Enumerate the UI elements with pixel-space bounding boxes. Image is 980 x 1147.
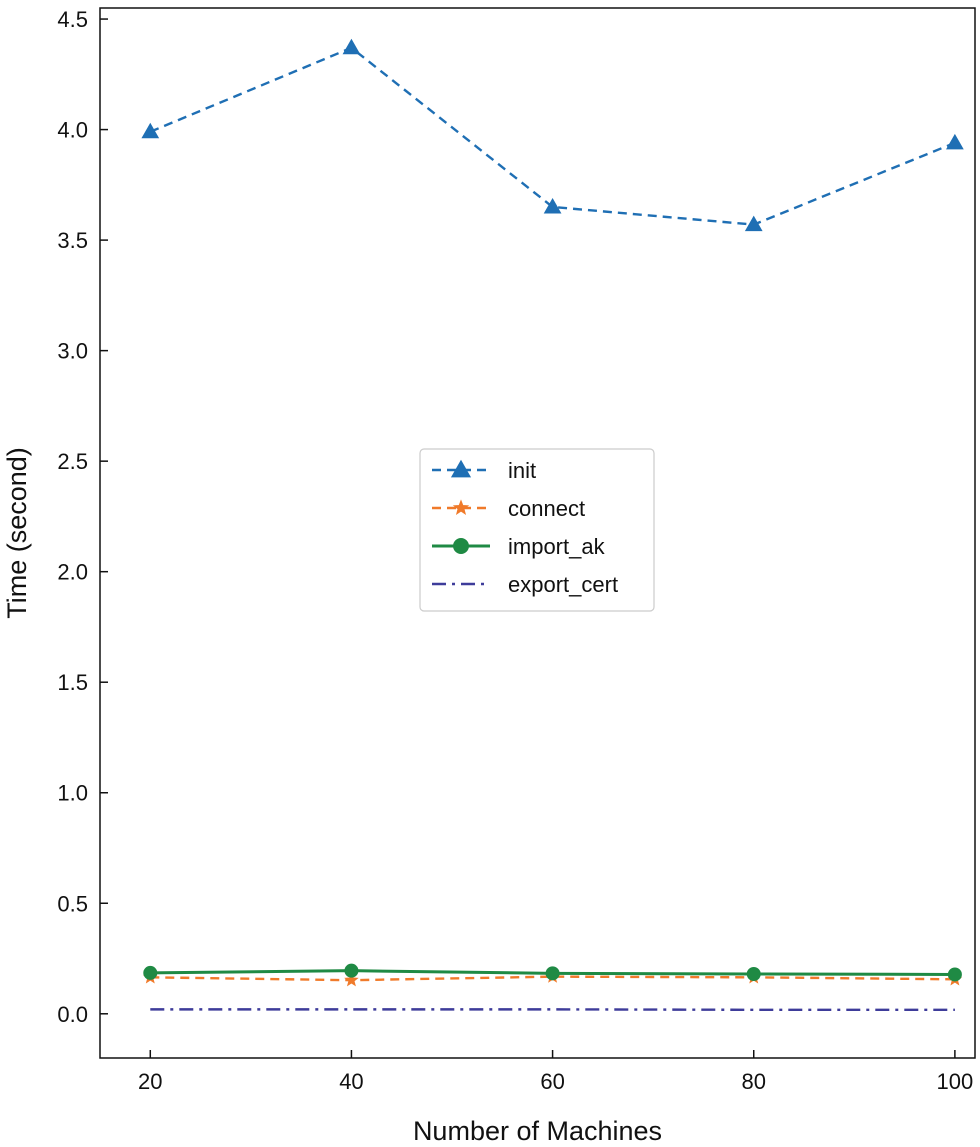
- y-tick-label: 1.0: [57, 781, 88, 806]
- legend-item-init: init: [432, 458, 536, 483]
- circle-marker: [344, 963, 359, 978]
- y-tick-label: 0.0: [57, 1002, 88, 1027]
- triangle-marker: [141, 122, 160, 139]
- triangle-marker: [946, 133, 964, 150]
- y-tick-label: 0.5: [57, 891, 88, 916]
- x-tick-label: 100: [937, 1069, 974, 1094]
- plot-frame: [99, 7, 976, 1059]
- y-axis-ticks: 0.0 0.5 1.0 1.5 2.0 2.5 3.0 3.5 4.0 4.5: [57, 7, 108, 1027]
- circle-marker: [947, 967, 962, 982]
- y-tick-label: 2.0: [57, 560, 88, 585]
- series-init: [141, 38, 964, 232]
- legend-items: init connect import_ak export_cert: [432, 458, 618, 597]
- triangle-marker: [543, 197, 562, 214]
- x-tick-label: 60: [540, 1069, 564, 1094]
- y-tick-label: 2.5: [57, 449, 88, 474]
- x-tick-label: 20: [138, 1069, 162, 1094]
- circle-marker: [746, 967, 761, 981]
- legend-label: init: [508, 458, 536, 483]
- x-tick-label: 80: [741, 1069, 765, 1094]
- x-tick-label: 40: [339, 1069, 363, 1094]
- legend-label: connect: [508, 496, 585, 521]
- series-layer: [141, 38, 964, 1012]
- legend-label: import_ak: [508, 534, 606, 559]
- y-axis-title: Time (second): [2, 447, 32, 619]
- y-tick-label: 3.5: [57, 228, 88, 253]
- star-marker: [452, 499, 470, 515]
- star-marker: [344, 972, 359, 987]
- y-tick-label: 4.0: [57, 118, 88, 143]
- circle-marker: [545, 966, 560, 981]
- series-import_ak: [143, 963, 962, 982]
- triangle-marker: [342, 38, 361, 55]
- legend-label: export_cert: [508, 572, 618, 597]
- circle-marker: [143, 965, 158, 980]
- x-axis-ticks: 20 40 60 80 100: [138, 1050, 973, 1094]
- legend-item-connect: connect: [432, 496, 585, 521]
- triangle-marker: [744, 215, 763, 232]
- legend-item-export_cert: export_cert: [432, 572, 618, 597]
- triangle-marker: [450, 459, 472, 478]
- y-tick-label: 1.5: [57, 670, 88, 695]
- circle-marker: [453, 538, 469, 554]
- y-tick-label: 3.0: [57, 339, 88, 364]
- y-tick-label: 4.5: [57, 7, 88, 32]
- legend: init connect import_ak export_cert: [419, 448, 655, 612]
- legend-box: [419, 448, 655, 612]
- x-axis-title: Number of Machines: [413, 1116, 662, 1146]
- legend-item-import_ak: import_ak: [432, 534, 606, 559]
